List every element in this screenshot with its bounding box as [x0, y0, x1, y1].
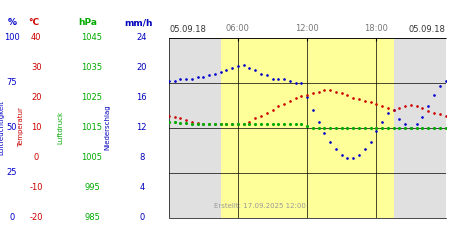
Text: 20: 20	[136, 63, 147, 72]
Text: 995: 995	[84, 183, 100, 192]
Text: -20: -20	[30, 213, 43, 222]
Text: 1005: 1005	[81, 153, 103, 162]
Text: 0: 0	[139, 213, 144, 222]
Text: Luftdruck: Luftdruck	[58, 111, 64, 144]
Text: 50: 50	[7, 123, 17, 132]
Text: 1025: 1025	[81, 93, 103, 102]
Text: Niederschlag: Niederschlag	[104, 105, 110, 150]
Text: °C: °C	[28, 18, 39, 27]
Text: mm/h: mm/h	[124, 18, 153, 27]
Text: 10: 10	[31, 123, 41, 132]
Text: 12: 12	[136, 123, 147, 132]
Text: 1015: 1015	[81, 123, 103, 132]
Text: -10: -10	[30, 183, 43, 192]
Text: 1035: 1035	[81, 63, 103, 72]
Bar	[220, 38, 394, 218]
Text: 24: 24	[136, 33, 147, 42]
Text: 30: 30	[31, 63, 41, 72]
Text: 75: 75	[6, 78, 17, 87]
Text: 1045: 1045	[81, 33, 103, 42]
Text: 40: 40	[31, 33, 41, 42]
Text: 8: 8	[139, 153, 144, 162]
Text: 05.09.18: 05.09.18	[169, 25, 206, 34]
Text: 0: 0	[9, 213, 14, 222]
Text: 4: 4	[139, 183, 144, 192]
Text: 20: 20	[31, 93, 41, 102]
Text: %: %	[7, 18, 16, 27]
Text: 0: 0	[34, 153, 39, 162]
Text: 100: 100	[4, 33, 20, 42]
Text: Temperatur: Temperatur	[18, 108, 24, 148]
Text: 05.09.18: 05.09.18	[408, 25, 445, 34]
Text: hPa: hPa	[78, 18, 97, 27]
Text: 16: 16	[136, 93, 147, 102]
Text: Erstellt: 17.09.2025 12:00: Erstellt: 17.09.2025 12:00	[214, 202, 306, 208]
Text: 25: 25	[7, 168, 17, 177]
Text: 985: 985	[84, 213, 100, 222]
Text: Luftfeuchtigkeit: Luftfeuchtigkeit	[0, 100, 4, 155]
